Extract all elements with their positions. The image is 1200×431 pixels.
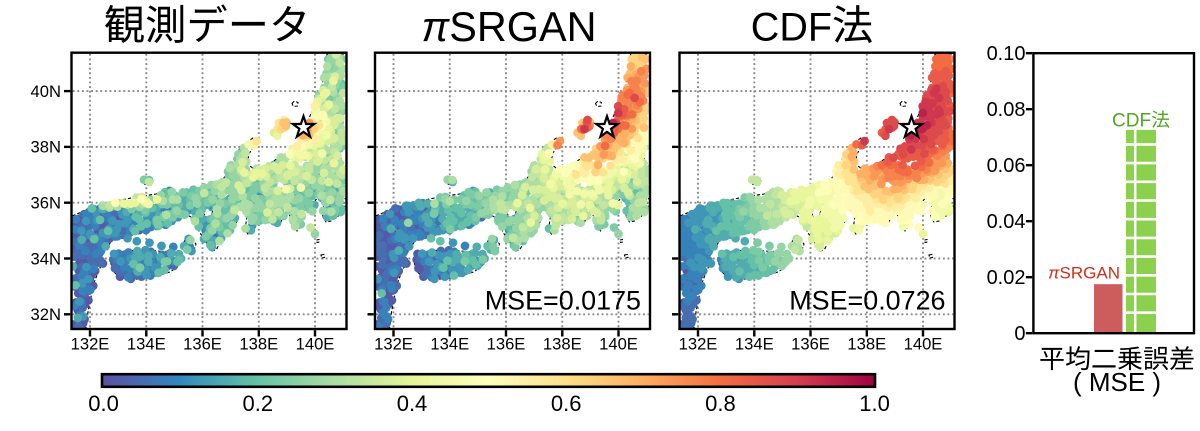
svg-text:0.10: 0.10 xyxy=(987,43,1026,65)
svg-text:0.2: 0.2 xyxy=(243,391,274,416)
svg-text:0.4: 0.4 xyxy=(397,391,428,416)
svg-text:36N: 36N xyxy=(31,194,61,213)
svg-text:( MSE ): ( MSE ) xyxy=(1073,367,1161,397)
svg-text:40N: 40N xyxy=(31,82,61,101)
svg-text:0.0: 0.0 xyxy=(88,391,119,416)
svg-text:CDF: CDF xyxy=(751,5,832,49)
svg-text:140E: 140E xyxy=(904,335,943,354)
svg-text:πSRGAN: πSRGAN xyxy=(1048,264,1120,283)
svg-text:136E: 136E xyxy=(791,335,830,354)
svg-text:38N: 38N xyxy=(31,138,61,157)
svg-text:1.0: 1.0 xyxy=(859,391,890,416)
svg-text:132E: 132E xyxy=(374,335,413,354)
svg-text:32N: 32N xyxy=(31,305,61,324)
svg-text:134E: 134E xyxy=(735,335,774,354)
svg-text:138E: 138E xyxy=(239,335,278,354)
svg-text:MSE=0.0726: MSE=0.0726 xyxy=(789,286,945,316)
svg-text:138E: 138E xyxy=(543,335,582,354)
svg-text:0.04: 0.04 xyxy=(987,211,1026,233)
svg-text:138E: 138E xyxy=(847,335,886,354)
svg-text:136E: 136E xyxy=(183,335,222,354)
svg-text:0.06: 0.06 xyxy=(987,155,1026,177)
svg-text:MSE=0.0175: MSE=0.0175 xyxy=(485,286,641,316)
svg-text:134E: 134E xyxy=(430,335,469,354)
svg-text:140E: 140E xyxy=(599,335,638,354)
svg-text:132E: 132E xyxy=(71,335,110,354)
svg-text:134E: 134E xyxy=(127,335,166,354)
svg-text:CDF: CDF xyxy=(1112,111,1151,132)
svg-text:140E: 140E xyxy=(296,335,335,354)
svg-text:0.02: 0.02 xyxy=(987,267,1026,289)
svg-text:πSRGAN: πSRGAN xyxy=(422,4,597,50)
svg-text:0.6: 0.6 xyxy=(551,391,582,416)
svg-text:0: 0 xyxy=(1014,323,1025,345)
svg-text:136E: 136E xyxy=(487,335,526,354)
svg-text:132E: 132E xyxy=(679,335,718,354)
svg-text:0.08: 0.08 xyxy=(987,99,1026,121)
svg-text:0.8: 0.8 xyxy=(705,391,736,416)
svg-text:34N: 34N xyxy=(31,249,61,268)
